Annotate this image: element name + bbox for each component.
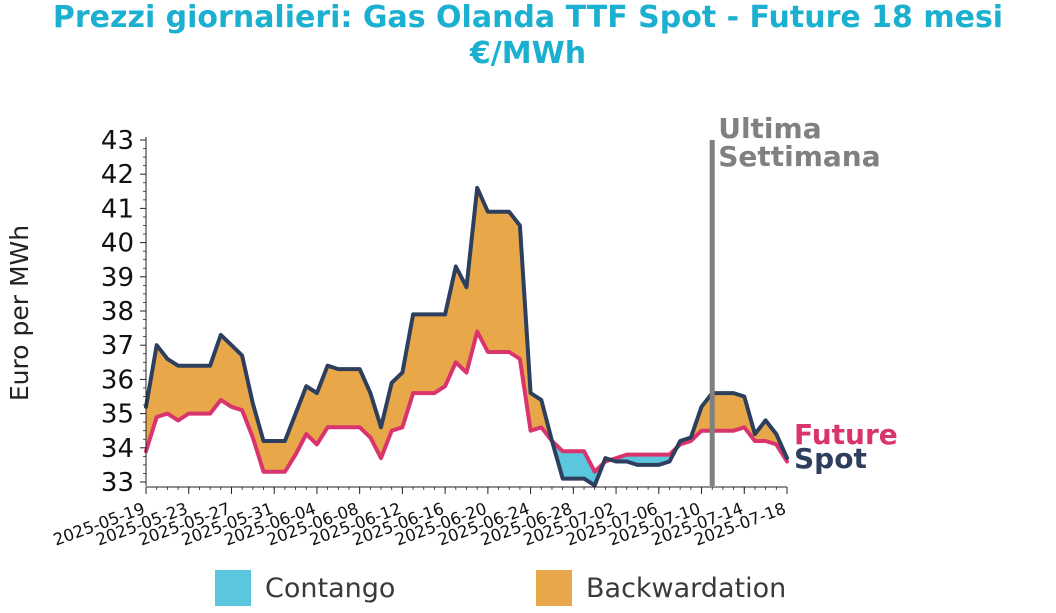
y-tick-label: 42: [101, 160, 134, 190]
legend-backwardation: Backwardation: [536, 570, 786, 606]
contango-area: [562, 450, 574, 479]
backwardation-swatch: [536, 570, 572, 606]
backwardation-area: [273, 440, 286, 473]
legend-contango: Contango: [215, 570, 395, 606]
y-tick-label: 34: [101, 434, 134, 464]
backwardation-area: [423, 314, 435, 394]
y-tick-label: 38: [101, 297, 134, 327]
y-axis: 33 34 35 36 37 38 39 40 41 42 43: [101, 126, 147, 498]
spot-series-label: Spot: [794, 442, 867, 475]
series-lines: [144, 185, 789, 488]
backwardation-label: Backwardation: [586, 572, 787, 604]
chart-title-line-2: €/MWh: [469, 36, 587, 71]
contango-swatch: [215, 570, 251, 606]
backwardation-area: [487, 211, 499, 353]
backwardation-area: [498, 211, 510, 353]
series-line-spot: [144, 185, 789, 488]
backwardation-area: [263, 440, 275, 473]
y-tick-label: 43: [101, 126, 134, 156]
x-axis: 2025-05-192025-05-232025-05-272025-05-31…: [51, 486, 788, 550]
contango-area: [573, 450, 585, 479]
backwardation-area: [188, 365, 200, 414]
future-series-label: Future: [794, 418, 898, 451]
contango-label: Contango: [265, 572, 396, 604]
backwardation-area: [348, 368, 360, 428]
backwardation-area: [508, 210, 521, 360]
y-tick-label: 36: [101, 365, 134, 395]
y-tick-label: 39: [101, 263, 134, 293]
backwardation-area: [337, 368, 350, 428]
y-tick-label: 35: [101, 400, 134, 430]
backwardation-area: [327, 365, 339, 428]
y-tick-label: 41: [101, 194, 134, 224]
y-axis-label: Euro per MWh: [5, 225, 34, 401]
backwardation-area: [199, 365, 211, 414]
last-week-label-line-2: Settimana: [718, 140, 880, 173]
backwardation-area: [722, 392, 734, 432]
last-week-label-line-1: Ultima: [718, 112, 821, 145]
backwardation-area: [434, 314, 446, 394]
chart-title-line-1: Prezzi giornalieri: Gas Olanda TTF Spot …: [52, 0, 1004, 35]
backwardation-area: [412, 314, 425, 394]
chart-title: Prezzi giornalieri: Gas Olanda TTF Spot …: [0, 0, 1056, 72]
y-tick-label: 40: [101, 229, 134, 259]
y-tick-label: 33: [101, 468, 134, 498]
y-tick-label: 37: [101, 331, 134, 361]
backwardation-area: [167, 358, 179, 421]
backwardation-area: [733, 392, 745, 432]
